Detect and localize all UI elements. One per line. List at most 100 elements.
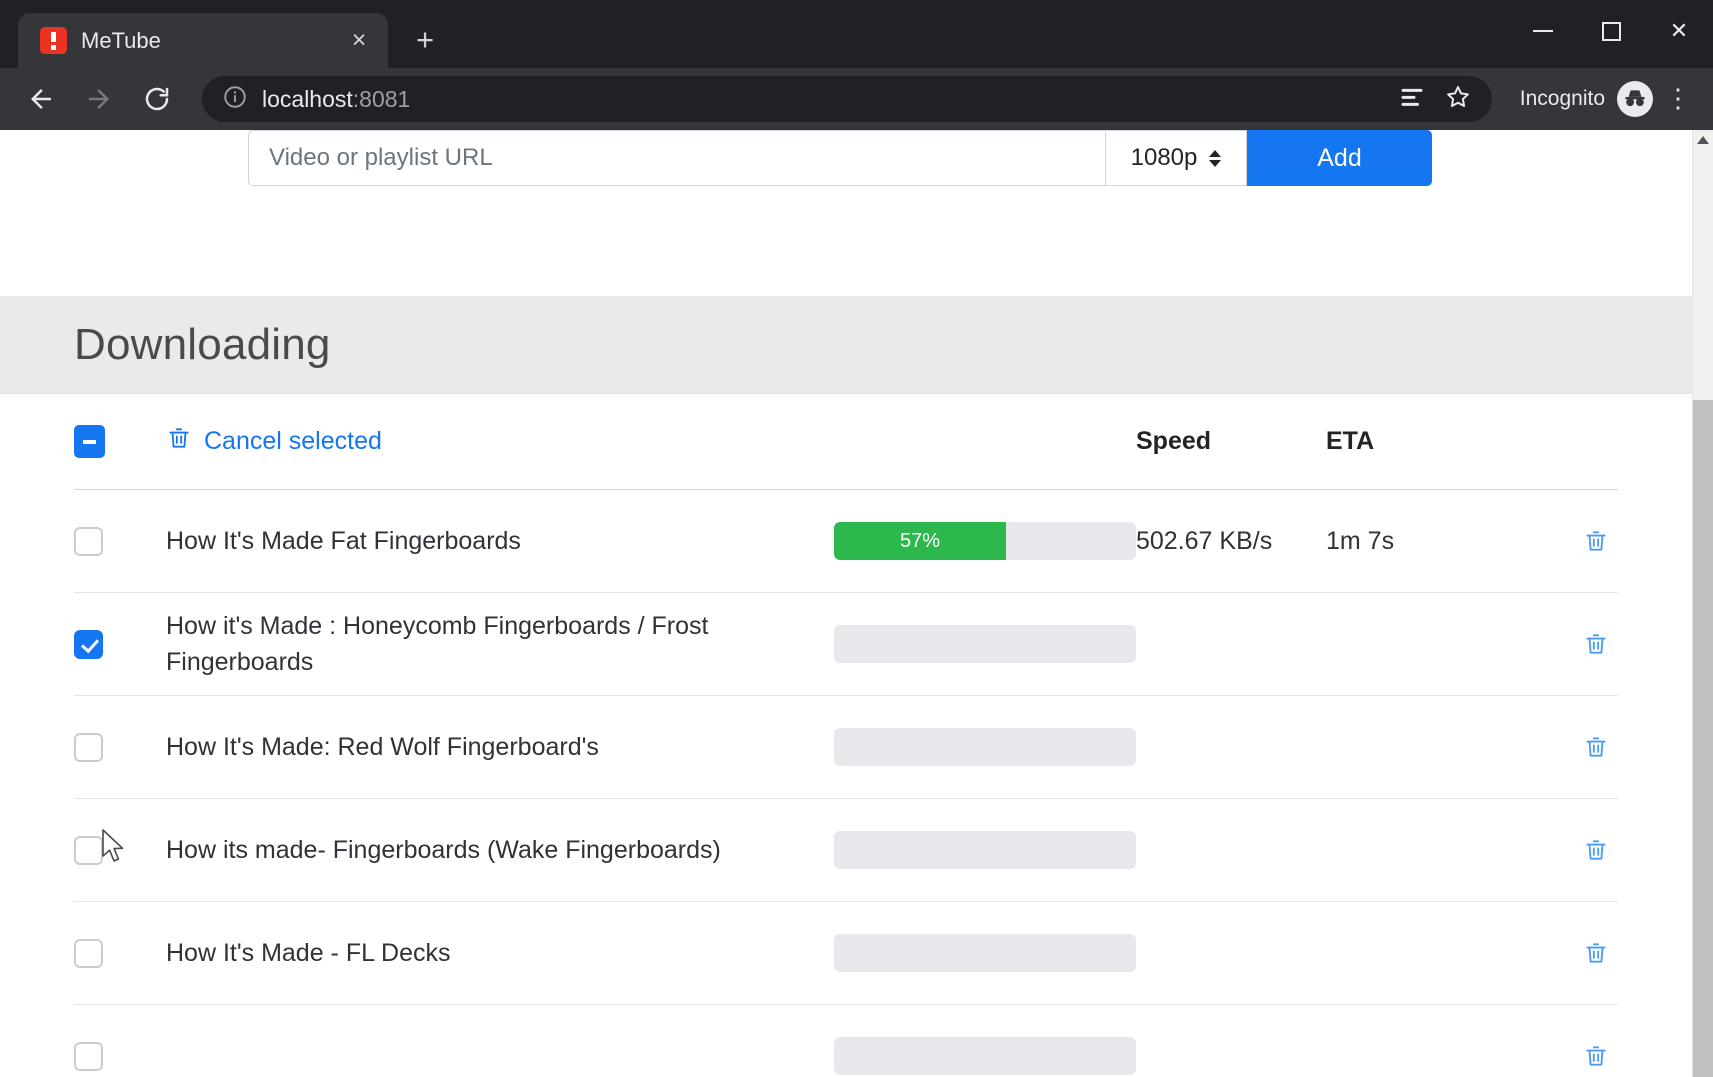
table-row: How It's Made - FL Decks: [74, 902, 1618, 1005]
maximize-button[interactable]: [1577, 0, 1645, 62]
quality-select[interactable]: 1080p: [1105, 130, 1247, 186]
table-row: [74, 1005, 1618, 1077]
table-row: How It's Made Fat Fingerboards 57% 502.67 …: [74, 490, 1618, 593]
delete-row-icon[interactable]: [1574, 1034, 1618, 1077]
downloading-card: Downloading: [0, 296, 1692, 1077]
eta-column-header: ETA: [1326, 427, 1375, 455]
delete-row-icon[interactable]: [1574, 519, 1618, 563]
tab-strip: MeTube × + ✕: [0, 0, 1713, 68]
close-tab-icon[interactable]: ×: [351, 26, 367, 54]
page-scrollbar[interactable]: [1692, 130, 1713, 1077]
row-checkbox[interactable]: [74, 835, 103, 865]
row-actions-cell: [1526, 622, 1618, 666]
row-progress-cell: [834, 1037, 1136, 1075]
forward-icon[interactable]: [72, 72, 126, 126]
kebab-menu-icon[interactable]: ⋮: [1665, 83, 1691, 114]
select-all-checkbox[interactable]: [74, 425, 105, 458]
close-window-button[interactable]: ✕: [1669, 18, 1689, 43]
downloads-row-list: How It's Made Fat Fingerboards 57% 502.67 …: [74, 490, 1618, 1077]
row-actions-cell: [1526, 828, 1618, 872]
progress-bar: [834, 934, 1136, 972]
incognito-avatar-icon: [1617, 81, 1653, 117]
eta-header-cell: ETA: [1326, 427, 1526, 456]
delete-row-icon[interactable]: [1574, 828, 1618, 872]
row-eta: 1m 7s: [1326, 526, 1395, 555]
progress-bar: [834, 1037, 1136, 1075]
row-title: How its made- Fingerboards (Wake Fingerb…: [166, 835, 721, 864]
info-circle-icon[interactable]: [222, 84, 248, 115]
speed-column-header: Speed: [1136, 427, 1212, 455]
delete-row-icon[interactable]: [1574, 931, 1618, 975]
url-text: localhost:8081: [262, 86, 410, 113]
progress-bar: [834, 728, 1136, 766]
page-title: Downloading: [74, 319, 331, 369]
row-actions-cell: [1526, 1034, 1618, 1077]
profile-chip[interactable]: Incognito: [1520, 81, 1653, 117]
reload-icon[interactable]: [130, 72, 184, 126]
row-checkbox[interactable]: [74, 1041, 103, 1071]
progress-bar-fill: 57%: [834, 522, 1007, 560]
row-title-cell: How It's Made: Red Wolf Fingerboard's: [166, 729, 834, 765]
cancel-selected-button[interactable]: Cancel selected: [166, 425, 810, 458]
trash-icon: [166, 425, 192, 458]
row-checkbox[interactable]: [74, 526, 103, 556]
minimize-button[interactable]: [1509, 0, 1577, 62]
row-actions-cell: [1526, 725, 1618, 769]
row-select-cell: [74, 938, 166, 968]
table-row: How its made- Fingerboards (Wake Fingerb…: [74, 799, 1618, 902]
row-speed-cell: 502.67 KB/s: [1136, 527, 1326, 556]
delete-row-icon[interactable]: [1574, 622, 1618, 666]
row-actions-cell: [1526, 931, 1618, 975]
progress-bar: [834, 831, 1136, 869]
address-bar[interactable]: localhost:8081: [202, 76, 1492, 122]
scroll-up-arrow-icon[interactable]: [1697, 136, 1709, 144]
downloading-card-header: Downloading: [0, 296, 1692, 394]
scrollbar-thumb[interactable]: [1693, 400, 1713, 1077]
row-progress-cell: 57%: [834, 522, 1136, 560]
row-title-cell: How its made- Fingerboards (Wake Fingerb…: [166, 832, 834, 868]
metube-favicon: [40, 27, 67, 54]
progress-bar: [834, 625, 1136, 663]
back-icon[interactable]: [14, 72, 68, 126]
new-tab-button[interactable]: +: [416, 22, 435, 57]
row-title-cell: How It's Made - FL Decks: [166, 935, 834, 971]
omnibox-actions: [1398, 83, 1472, 116]
speed-header-cell: Speed: [1136, 427, 1326, 456]
row-select-cell: [74, 629, 166, 659]
delete-row-icon[interactable]: [1574, 725, 1618, 769]
browser-toolbar: localhost:8081 Incognito ⋮: [0, 68, 1713, 130]
form-spacer: [0, 186, 1692, 296]
row-progress-cell: [834, 728, 1136, 766]
add-download-form: Video or playlist URL 1080p Add: [0, 130, 1692, 186]
window-controls: ✕: [1509, 0, 1713, 62]
table-header-row: Cancel selected Speed ETA: [74, 394, 1618, 490]
reading-list-icon[interactable]: [1398, 83, 1426, 116]
row-title: How It's Made Fat Fingerboards: [166, 526, 521, 555]
cancel-selected-cell: Cancel selected: [166, 425, 834, 458]
add-button[interactable]: Add: [1247, 130, 1432, 186]
chevron-updown-icon: [1209, 149, 1222, 167]
row-eta-cell: 1m 7s: [1326, 527, 1526, 556]
url-input[interactable]: Video or playlist URL: [248, 130, 1105, 186]
row-checkbox[interactable]: [74, 732, 103, 762]
row-title-cell: How it's Made : Honeycomb Fingerboards /…: [166, 608, 834, 681]
row-progress-cell: [834, 831, 1136, 869]
profile-label: Incognito: [1519, 87, 1605, 110]
cancel-selected-label: Cancel selected: [204, 427, 382, 455]
row-checkbox[interactable]: [74, 938, 103, 968]
row-speed: 502.67 KB/s: [1136, 526, 1273, 555]
row-checkbox[interactable]: [74, 629, 103, 659]
star-icon[interactable]: [1444, 83, 1472, 116]
row-title: How It's Made: Red Wolf Fingerboard's: [166, 732, 599, 761]
metube-page: Video or playlist URL 1080p Add Download…: [0, 130, 1692, 1077]
progress-bar: 57%: [834, 522, 1136, 560]
table-row: How it's Made : Honeycomb Fingerboards /…: [74, 593, 1618, 696]
row-title: How It's Made - FL Decks: [166, 938, 451, 967]
row-select-cell: [74, 732, 166, 762]
row-actions-cell: [1526, 519, 1618, 563]
row-progress-cell: [834, 625, 1136, 663]
row-title-cell: How It's Made Fat Fingerboards: [166, 523, 834, 559]
row-select-cell: [74, 1041, 166, 1071]
browser-tab[interactable]: MeTube ×: [18, 13, 388, 68]
